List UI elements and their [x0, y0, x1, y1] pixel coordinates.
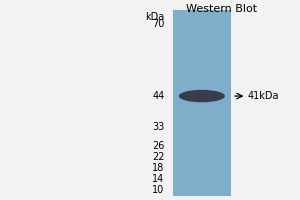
- Text: 22: 22: [152, 152, 164, 162]
- Text: 41kDa: 41kDa: [248, 91, 279, 101]
- Text: 26: 26: [152, 141, 164, 151]
- Text: 14: 14: [152, 174, 164, 184]
- Text: 70: 70: [152, 19, 164, 29]
- Ellipse shape: [179, 90, 225, 102]
- Text: 10: 10: [152, 185, 164, 195]
- Bar: [173, 10, 231, 196]
- Text: 18: 18: [152, 163, 164, 173]
- Text: 44: 44: [152, 91, 164, 101]
- Text: kDa: kDa: [145, 12, 164, 22]
- Text: Western Blot: Western Blot: [186, 4, 258, 14]
- Text: 33: 33: [152, 122, 164, 132]
